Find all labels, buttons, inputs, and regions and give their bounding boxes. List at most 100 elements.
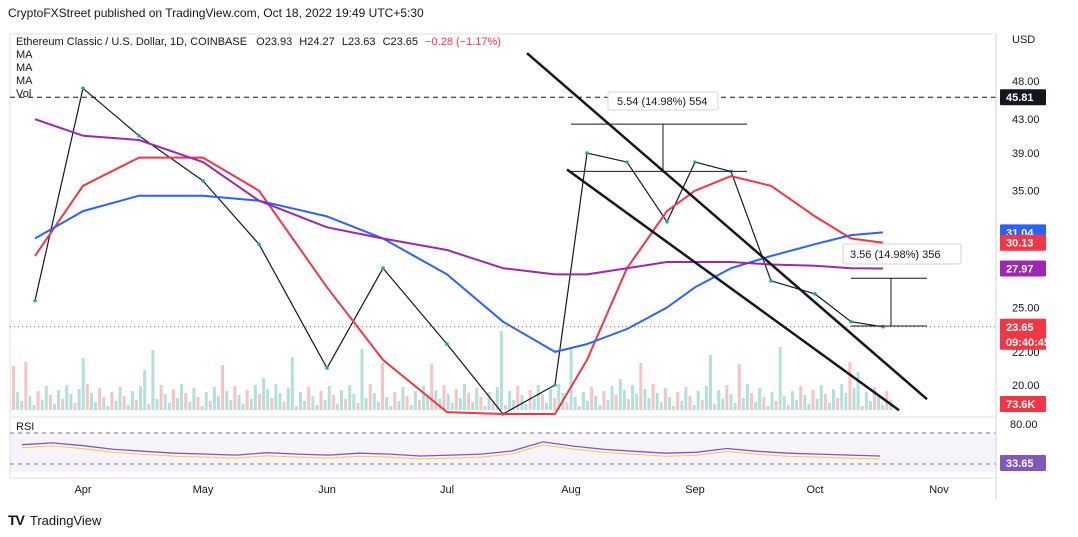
volume-bar <box>721 399 725 410</box>
price-tag-label-volume: 73.6K <box>1006 399 1035 411</box>
volume-bar <box>528 390 532 410</box>
volume-bar <box>237 395 241 410</box>
volume-bar <box>676 392 680 410</box>
volume-bar <box>69 394 73 410</box>
volume-bar <box>409 405 413 410</box>
volume-bar <box>852 388 856 410</box>
chart-legend: Ethereum Classic / U.S. Dollar, 1D, COIN… <box>16 36 505 101</box>
rsi-signal-line <box>21 444 881 460</box>
volume-bar <box>688 396 692 410</box>
price-point <box>81 86 85 91</box>
volume-bar <box>53 404 56 410</box>
volume-bar <box>524 404 528 410</box>
volume-bar <box>40 400 44 410</box>
price-labels: 45.8131.0430.1327.9723.6509:40:4573.6K33… <box>1000 89 1050 471</box>
volume-bar <box>565 402 569 410</box>
volume-bar <box>446 394 450 410</box>
volume-bar <box>426 395 430 410</box>
x-tick-label: Jul <box>440 484 454 496</box>
volume-bar <box>167 403 171 410</box>
volume-bar <box>110 392 114 410</box>
volume-bar <box>171 389 175 410</box>
volume-bar <box>348 385 352 410</box>
volume-bar <box>569 348 573 410</box>
volume-bar <box>315 405 319 410</box>
volume-bar <box>840 384 844 410</box>
chart-lines <box>33 86 885 416</box>
volume-bar <box>827 403 831 410</box>
ma-label-1[interactable]: MA <box>16 49 33 61</box>
volume-bar <box>397 401 401 410</box>
symbol-title[interactable]: Ethereum Classic / U.S. Dollar, 1D, COIN… <box>16 36 248 48</box>
volume-bar <box>774 401 778 410</box>
volume-bar <box>770 392 774 410</box>
volume-bar <box>873 387 876 410</box>
price-point <box>445 342 449 346</box>
price-tag-label-level_high: 45.81 <box>1006 92 1034 104</box>
volume-bar <box>48 395 52 410</box>
volume-bar <box>487 392 491 410</box>
volume-bar <box>204 392 208 410</box>
y-tick-label: 20.00 <box>1012 380 1040 392</box>
volume-bar <box>672 406 676 410</box>
volume-bar <box>479 397 483 410</box>
price-point <box>769 278 773 283</box>
volume-bar <box>573 397 577 410</box>
volume-bar <box>750 393 753 410</box>
price-tag-label-ma_red: 30.13 <box>1006 238 1034 250</box>
volume-bar <box>618 379 622 410</box>
volume-bar <box>73 403 77 410</box>
y-tick-label: 25.00 <box>1012 303 1040 315</box>
volume-bar <box>520 395 524 410</box>
volume-bar <box>499 331 503 410</box>
volume-bar <box>176 398 179 410</box>
volume-bar <box>253 385 257 410</box>
low-value: L23.63 <box>341 36 376 48</box>
volume-bar <box>627 399 630 410</box>
volume-bar <box>270 398 274 410</box>
volume-bar <box>614 395 618 410</box>
volume-bar <box>364 398 368 410</box>
volume-bar <box>639 363 643 410</box>
y-tick-label: 39.00 <box>1012 148 1040 160</box>
volume-bar <box>266 389 270 410</box>
volume-bar <box>368 384 372 410</box>
price-point <box>553 383 557 387</box>
price-tag-last_price <box>1000 318 1046 335</box>
volume-bar <box>94 402 97 410</box>
volume-bar <box>844 393 848 410</box>
volume-bar <box>434 390 438 410</box>
volume-bar <box>36 391 40 410</box>
volume-bar <box>385 397 389 410</box>
volume-bar <box>126 405 130 410</box>
volume-bar <box>327 386 331 410</box>
volume-bar <box>758 388 762 410</box>
volume-bar <box>508 391 512 410</box>
volume-bar <box>684 387 688 410</box>
volume-bar <box>32 405 36 410</box>
footer-brand[interactable]: TV TradingView <box>8 512 101 528</box>
volume-bar <box>807 404 811 410</box>
ma-label-2[interactable]: MA <box>16 62 33 74</box>
volume-bar <box>877 396 881 410</box>
ma-label-3[interactable]: MA <box>16 75 33 87</box>
volume-bar <box>163 394 167 410</box>
volume-bar <box>249 399 253 410</box>
volume-bar <box>610 386 614 410</box>
volume-bar <box>598 405 602 410</box>
volume-bar <box>360 349 364 410</box>
volume-bar <box>299 392 302 410</box>
price-point <box>257 242 261 247</box>
price-point <box>33 298 37 303</box>
y-tick-label: 22.00 <box>1012 347 1040 359</box>
volume-bar <box>430 364 434 410</box>
volume-bar <box>799 386 803 410</box>
volume-bars <box>12 331 893 410</box>
volume-bar <box>188 402 192 410</box>
volume-bar <box>791 391 794 410</box>
volume-bar <box>12 366 15 410</box>
volume-bar <box>663 388 667 410</box>
volume-bar <box>795 400 799 410</box>
price-tag-label-countdown: 09:40:45 <box>1006 337 1050 349</box>
